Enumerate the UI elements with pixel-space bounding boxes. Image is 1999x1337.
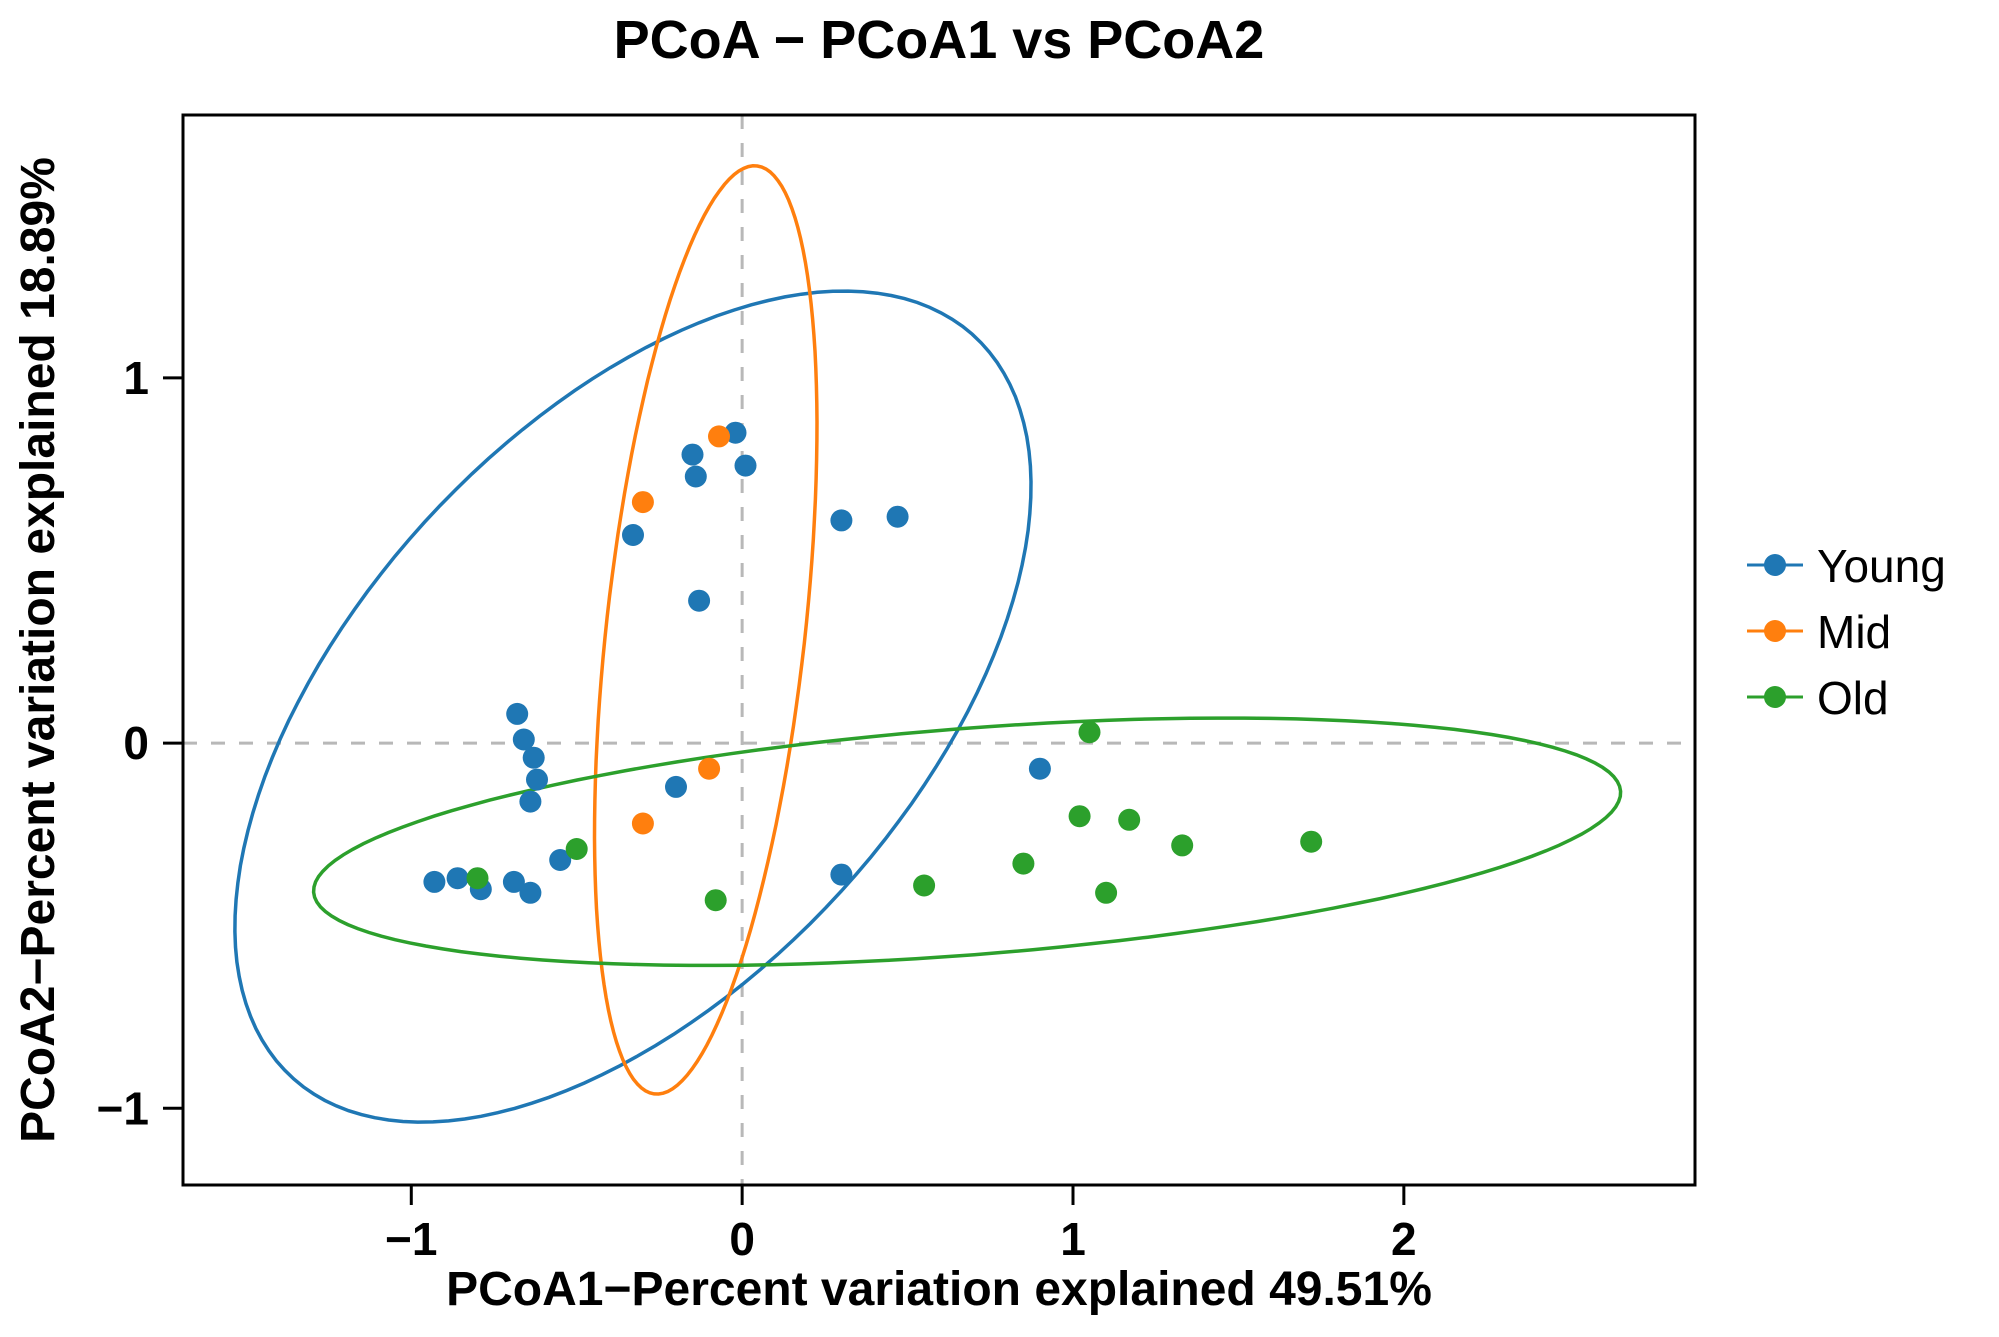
zero-gridlines-layer (183, 115, 1695, 1185)
data-point-mid (708, 425, 730, 448)
confidence-ellipse-old (311, 716, 1623, 968)
y-axis-label: PCoA2−Percent variation explained 18.89% (12, 157, 65, 1143)
data-point-young (446, 867, 469, 890)
data-point-young (665, 775, 687, 798)
data-point-young (830, 509, 853, 532)
data-point-mid (698, 757, 721, 780)
y-tick-label: −1 (97, 1082, 149, 1134)
data-point-old (1171, 834, 1194, 857)
data-point-young (734, 454, 757, 477)
data-point-young (506, 702, 529, 725)
y-tick-label: 0 (123, 717, 149, 769)
legend-item-old: Old (1747, 672, 1889, 724)
x-tick-label: 1 (1060, 1213, 1086, 1265)
data-point-young (526, 768, 548, 791)
legend-item-mid: Mid (1747, 606, 1891, 658)
legend-label-young: Young (1817, 540, 1946, 592)
data-point-young (519, 790, 542, 813)
data-point-old (466, 867, 489, 890)
legend: Young Mid Old (1747, 540, 1946, 724)
data-point-young (724, 421, 747, 444)
data-point-young (1028, 757, 1051, 780)
legend-label-old: Old (1817, 672, 1889, 724)
data-point-young (830, 863, 853, 886)
confidence-ellipse-young (233, 289, 1033, 1124)
data-point-old (565, 838, 588, 860)
data-point-old (704, 889, 727, 912)
data-point-young (622, 524, 644, 546)
x-tick-label: −1 (385, 1213, 437, 1265)
legend-label-mid: Mid (1817, 606, 1891, 658)
x-tick-label: 0 (729, 1213, 755, 1265)
x-tick-label: 2 (1391, 1213, 1417, 1265)
data-point-young (519, 881, 542, 904)
data-point-young (886, 505, 909, 528)
legend-marker-dot (1764, 620, 1786, 642)
data-point-old (1118, 808, 1141, 831)
confidence-ellipse-mid (592, 164, 819, 1096)
data-point-old (1012, 852, 1035, 875)
data-point-young (684, 465, 707, 488)
y-tick-label: 1 (123, 352, 149, 404)
confidence-ellipses-layer (233, 164, 1623, 1124)
data-points-layer (423, 421, 1323, 912)
data-point-old (913, 874, 936, 897)
data-point-old (1068, 805, 1091, 828)
x-axis-label: PCoA1−Percent variation explained 49.51% (446, 1263, 1432, 1316)
data-point-old (1078, 721, 1101, 744)
data-point-young (681, 443, 704, 466)
data-point-old (1095, 881, 1118, 904)
data-point-young (522, 746, 545, 769)
data-point-young (502, 870, 525, 893)
plot-frame (181, 113, 1697, 1187)
axis-ticks-layer: −1 0 1 2 −1 0 1 (97, 352, 1417, 1265)
data-point-young (423, 870, 446, 893)
legend-marker-dot (1764, 554, 1786, 576)
data-point-young (512, 728, 535, 751)
chart-title: PCoA − PCoA1 vs PCoA2 (614, 10, 1265, 70)
data-point-young (549, 849, 572, 871)
legend-item-young: Young (1747, 540, 1946, 592)
data-point-mid (631, 812, 654, 835)
data-point-old (1300, 830, 1323, 853)
data-point-mid (631, 491, 654, 514)
legend-marker-dot (1764, 686, 1786, 708)
data-point-young (688, 589, 711, 612)
